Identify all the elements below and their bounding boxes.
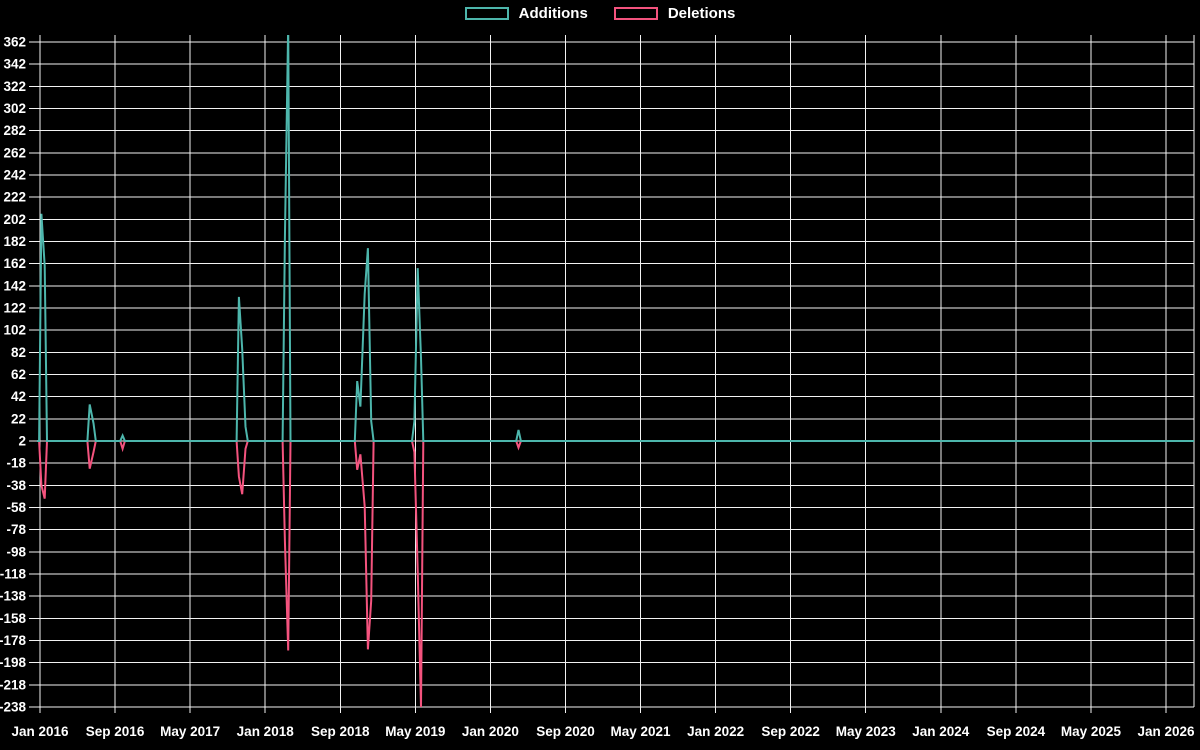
y-tick-label: -198 <box>0 655 26 670</box>
x-tick-label: Sep 2024 <box>987 724 1046 739</box>
y-tick-label: 302 <box>3 101 26 116</box>
y-tick-label: -118 <box>0 567 26 582</box>
x-tick-label: May 2019 <box>385 724 445 739</box>
x-tick-label: Jan 2020 <box>462 724 519 739</box>
y-tick-label: -18 <box>6 456 26 471</box>
x-tick-label: Sep 2016 <box>86 724 145 739</box>
y-tick-label: -98 <box>6 544 26 559</box>
y-axis-tick-labels: 3623423223022822622422222021821621421221… <box>0 35 26 715</box>
x-tick-label: May 2025 <box>1061 724 1122 739</box>
x-tick-label: Sep 2018 <box>311 724 370 739</box>
series-lines <box>37 35 1194 708</box>
y-tick-label: -178 <box>0 633 26 648</box>
y-tick-label: 342 <box>3 57 26 72</box>
y-tick-label: 122 <box>3 301 26 316</box>
x-tick-label: Jan 2018 <box>237 724 295 739</box>
legend-item-deletions[interactable]: Deletions <box>613 5 736 22</box>
x-tick-label: May 2017 <box>160 724 220 739</box>
y-tick-label: -58 <box>6 500 26 515</box>
x-tick-label: Jan 2026 <box>1137 724 1195 739</box>
y-tick-label: 202 <box>3 212 26 227</box>
x-tick-label: Jan 2022 <box>687 724 744 739</box>
y-tick-label: 82 <box>11 345 26 360</box>
chart-legend: Additions Deletions <box>0 6 1200 21</box>
x-tick-label: Jan 2016 <box>11 724 69 739</box>
legend-label-deletions: Deletions <box>667 5 736 22</box>
legend-item-additions[interactable]: Additions <box>464 5 588 22</box>
y-tick-label: 242 <box>3 168 26 183</box>
deletions-swatch-icon <box>613 7 658 20</box>
deletions-line <box>37 440 1194 708</box>
y-tick-label: 62 <box>11 367 26 382</box>
y-tick-label: 102 <box>3 323 26 338</box>
y-tick-label: -78 <box>6 522 26 537</box>
x-axis-tick-labels: Jan 2016 Sep 2016 May 2017 Jan 2018 Sep 2018… <box>11 724 1195 739</box>
y-tick-label: 262 <box>3 145 26 160</box>
y-tick-label: 222 <box>3 190 26 205</box>
y-tick-label: 282 <box>3 123 26 138</box>
x-tick-label: Sep 2022 <box>761 724 820 739</box>
y-tick-label: 2 <box>18 434 26 449</box>
y-tick-label: 22 <box>11 411 26 426</box>
y-tick-label: -38 <box>6 478 26 493</box>
y-tick-label: -158 <box>0 611 26 626</box>
y-tick-label: 322 <box>3 79 26 94</box>
y-tick-label: 182 <box>3 234 26 249</box>
y-tick-label: 362 <box>3 35 26 50</box>
y-tick-label: -218 <box>0 677 26 692</box>
x-tick-label: Jan 2024 <box>912 724 970 739</box>
x-tick-label: May 2021 <box>611 724 672 739</box>
additions-line <box>37 35 1194 442</box>
y-tick-label: 42 <box>11 389 26 404</box>
y-tick-label: 162 <box>3 256 26 271</box>
y-tick-label: -238 <box>0 700 26 715</box>
x-tick-label: May 2023 <box>836 724 897 739</box>
y-tick-label: -138 <box>0 589 26 604</box>
y-tick-label: 142 <box>3 278 26 293</box>
additions-swatch-icon <box>464 7 509 20</box>
legend-label-additions: Additions <box>518 5 588 22</box>
grid-lines <box>29 35 1195 713</box>
x-tick-label: Sep 2020 <box>536 724 595 739</box>
